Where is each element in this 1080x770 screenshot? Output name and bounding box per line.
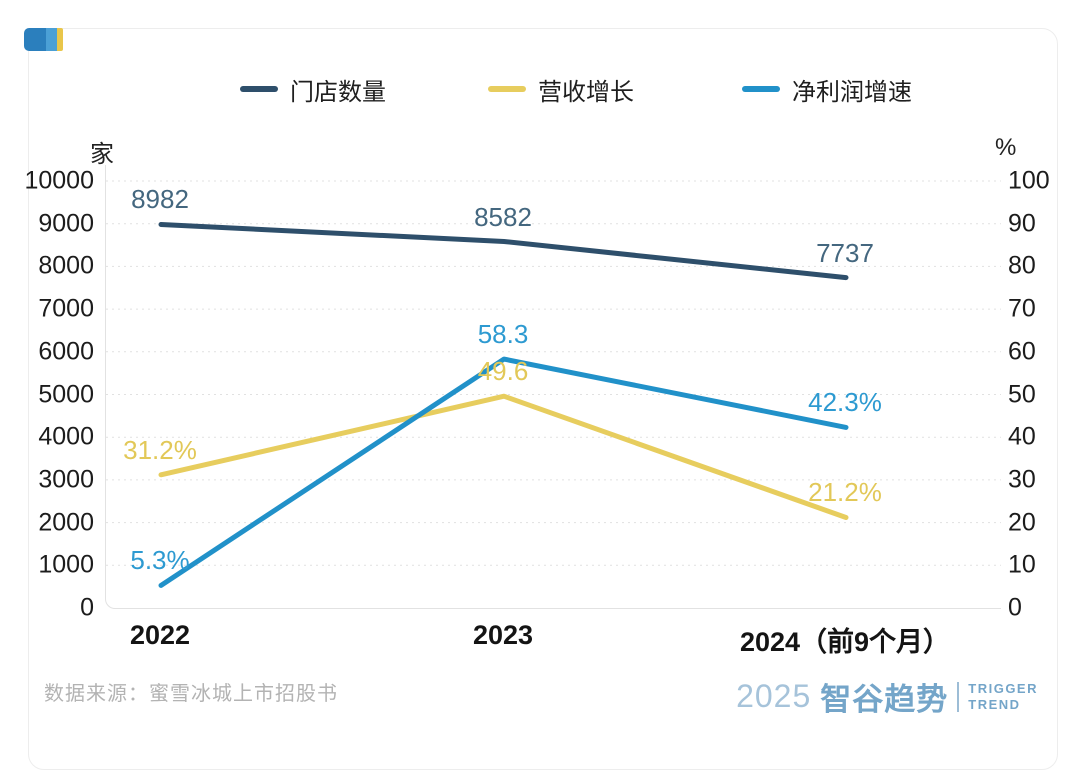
logo-divider [957,681,960,712]
series-line-0 [158,222,849,281]
right-axis-tick: 50 [1008,380,1036,408]
logo-tagline-top: TRIGGER [968,680,1038,696]
point-label-series-0: 8582 [474,201,532,232]
chart-page: 门店数量 营收增长 净利润增速 家 % 数据来源：蜜雪冰城上市招股书 2025 … [24,28,1058,770]
logo-tagline: TRIGGER TREND [968,681,1038,712]
right-axis-tick: 0 [1008,593,1022,622]
left-axis-tick: 1000 [38,550,94,579]
legend-item-stores: 门店数量 [240,76,386,106]
series-line-2 [158,356,849,588]
brand-logo: 2025 智谷趋势 TRIGGER TREND [736,674,1038,719]
logo-year: 2025 [736,678,812,714]
logo-tagline-bottom: TREND [968,696,1021,712]
right-axis-unit: % [995,134,1017,161]
point-label-series-1: 49.6 [477,356,529,387]
legend-label-stores: 门店数量 [290,78,386,106]
flag-stripe-light-blue [46,28,57,51]
left-axis-tick: 9000 [38,209,94,238]
point-label-series-2: 58.3 [477,319,529,350]
right-axis-tick: 30 [1008,465,1036,494]
right-axis-tick: 70 [1008,294,1036,323]
left-axis-tick: 3000 [38,465,94,494]
legend-swatch-stores-icon [240,86,278,92]
x-axis-label: 2024（前9个月） [739,627,951,657]
right-axis-tick: 80 [1008,251,1036,280]
left-axis-tick: 6000 [38,337,94,366]
brand-flag-icon [24,28,63,51]
left-axis-tick: 5000 [38,380,94,408]
flag-stripe-dark-blue [24,28,46,51]
left-axis-unit: 家 [90,141,114,168]
plot-area [105,165,1001,609]
right-axis-tick: 100 [1008,166,1050,195]
x-axis-label: 2022 [129,620,191,650]
series-line-1 [158,393,849,520]
right-axis-tick: 20 [1008,508,1036,537]
left-axis-tick: 4000 [38,422,94,451]
right-axis-tick: 40 [1008,422,1036,451]
legend-label-revenue-growth: 营收增长 [538,78,634,106]
legend-swatch-revenue-growth-icon [488,86,526,92]
left-axis-tick: 10000 [24,166,94,195]
left-axis-tick: 8000 [38,251,94,280]
left-axis-tick: 2000 [38,508,94,537]
logo-brand-name: 智谷趋势 [820,682,949,717]
point-label-series-2: 5.3% [130,545,190,576]
flag-stripe-yellow [57,28,63,51]
point-label-series-0: 7737 [816,237,874,268]
plot-svg [106,180,1001,588]
left-axis-tick: 7000 [38,294,94,323]
legend-swatch-net-profit-growth-icon [742,86,780,92]
point-label-series-1: 21.2% [808,477,882,508]
point-label-series-1: 31.2% [123,434,197,465]
right-axis-tick: 10 [1008,550,1036,579]
right-axis-tick: 60 [1008,337,1036,366]
point-label-series-0: 8982 [131,184,189,215]
left-axis-tick: 0 [80,593,94,622]
legend-item-net-profit-growth: 净利润增速 [742,76,912,106]
card-border [28,28,1058,770]
legend-label-net-profit-growth: 净利润增速 [792,78,912,106]
right-axis-tick: 90 [1008,209,1036,238]
legend-item-revenue-growth: 营收增长 [488,76,634,106]
point-label-series-2: 42.3% [808,387,882,418]
x-axis-label: 2023 [472,620,534,650]
data-source-note: 数据来源：蜜雪冰城上市招股书 [44,683,338,705]
